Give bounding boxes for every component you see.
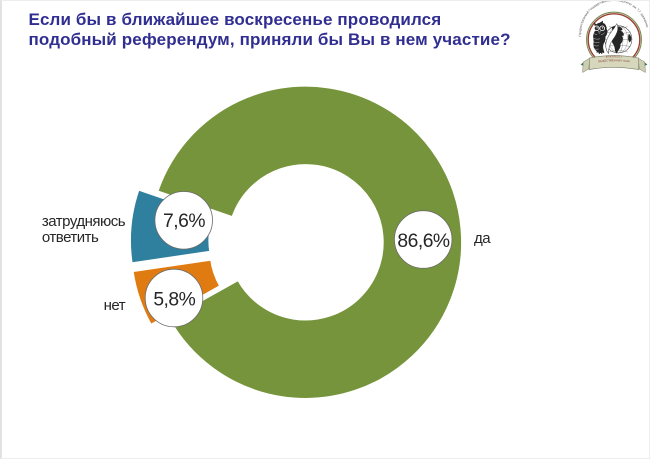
svg-text:7,6%: 7,6% bbox=[163, 211, 205, 232]
svg-text:ФАКУЛЬТЕТ: ФАКУЛЬТЕТ bbox=[606, 54, 623, 58]
svg-text:86,6%: 86,6% bbox=[397, 231, 450, 252]
svg-text:ОБЩЕСТВЕННЫХ НАУК: ОБЩЕСТВЕННЫХ НАУК bbox=[598, 58, 631, 63]
svg-text:5,8%: 5,8% bbox=[153, 289, 195, 310]
